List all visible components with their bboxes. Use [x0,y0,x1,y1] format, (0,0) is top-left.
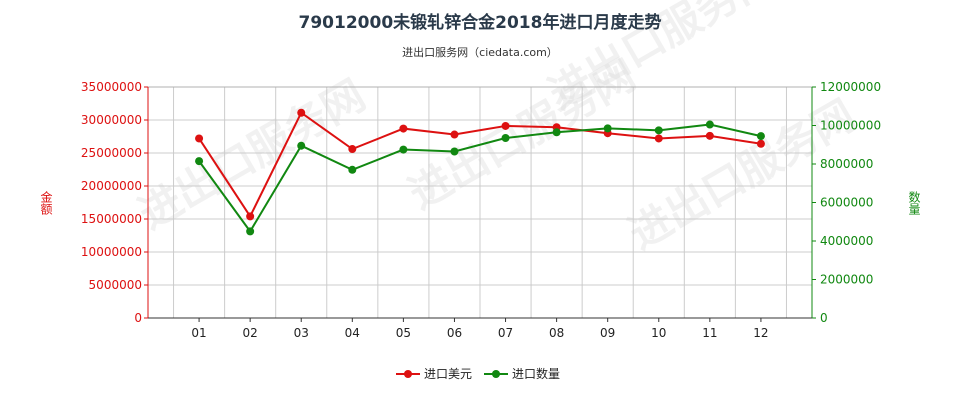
series-2-point [603,124,612,133]
right-tick-label: 10000000 [820,119,881,133]
left-tick-label: 15000000 [81,212,142,226]
series-2-point [705,120,714,129]
right-tick-label: 4000000 [820,234,873,248]
left-tick-label: 10000000 [81,245,142,259]
x-tick-label: 02 [243,326,258,340]
series-1-point [756,139,765,148]
x-axis-ticks: 01 02 03 04 05 06 07 08 09 10 11 12 [191,318,769,340]
right-tick-label: 8000000 [820,157,873,171]
series-1-point [246,212,255,221]
chart-title: 79012000未锻轧锌合金2018年进口月度走势 [299,12,662,33]
chart-subtitle: 进出口服务网（ciedata.com） [402,45,558,59]
legend-label: 进口美元 [424,367,472,381]
x-tick-label: 12 [753,326,768,340]
legend: 进口美元 进口数量 [396,366,560,381]
series-2-point [552,128,561,137]
series-1-point [348,145,357,154]
left-tick-label: 5000000 [89,278,142,292]
x-tick-label: 03 [294,326,309,340]
legend-label: 进口数量 [512,366,560,381]
series-2-point [654,126,663,135]
series-2-point [501,134,510,143]
x-tick-label: 04 [345,326,360,340]
series-1-point [399,124,408,133]
right-axis-ticks: 0 2000000 4000000 6000000 8000000 10000000 120… [812,80,881,325]
series-2-point [246,227,255,236]
left-tick-label: 25000000 [81,146,142,160]
series-line-2 [198,123,762,234]
series-2-point [348,165,357,174]
right-tick-label: 0 [820,311,828,325]
x-tick-label: 10 [651,326,666,340]
legend-swatch-marker [404,370,412,378]
series-2-point [756,132,765,141]
series-1-point [501,121,510,130]
series-2-point [450,147,459,156]
x-tick-label: 08 [549,326,564,340]
x-tick-label: 05 [396,326,411,340]
right-tick-label: 2000000 [820,273,873,287]
right-tick-label: 12000000 [820,80,881,94]
left-tick-label: 0 [134,311,142,325]
series-2-point [195,157,204,166]
right-tick-label: 6000000 [820,196,873,210]
x-tick-label: 07 [498,326,513,340]
left-tick-label: 30000000 [81,113,142,127]
series-layer [195,108,765,236]
left-tick-label: 20000000 [81,179,142,193]
x-tick-label: 09 [600,326,615,340]
left-axis-ticks: 0 5000000 10000000 15000000 20000000 25000000… [81,80,148,325]
left-tick-label: 35000000 [81,80,142,94]
series-1-point [195,134,204,143]
legend-swatch-marker [492,370,500,378]
series-1-point [450,130,459,139]
right-axis-label: 数量 [907,190,921,215]
x-tick-label: 01 [191,326,206,340]
series-2-point [297,141,306,150]
series-2-point [399,145,408,154]
series-line-1 [198,111,762,219]
x-tick-label: 11 [702,326,717,340]
series-1-point [705,131,714,140]
series-1-point [654,134,663,143]
series-1-point [297,108,306,117]
left-axis-label: 金额 [39,190,53,216]
x-tick-label: 06 [447,326,462,340]
